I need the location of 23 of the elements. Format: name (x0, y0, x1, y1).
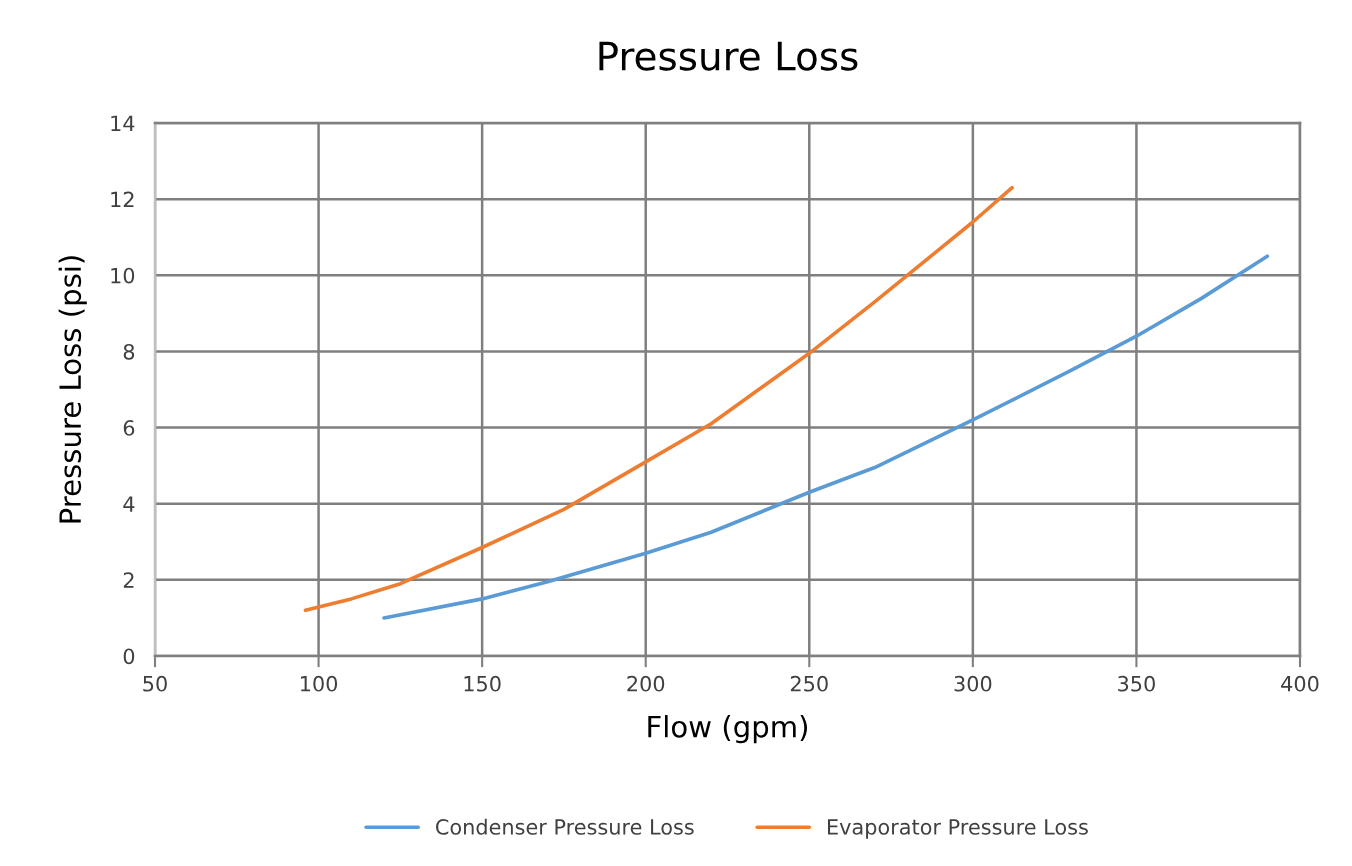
y-tick-label: 4 (123, 496, 135, 512)
line-series (382, 254, 1270, 620)
y-tick-label: 6 (123, 420, 135, 436)
y-tick-label: 0 (123, 648, 135, 665)
y-axis-title: Pressure Loss (psi) (58, 256, 87, 523)
x-tick-label: 300 (954, 675, 992, 692)
x-tick-label: 400 (1281, 675, 1319, 692)
x-tick-label: 100 (300, 675, 338, 692)
line-series (303, 185, 1014, 613)
x-tick-label: 350 (1118, 675, 1155, 692)
legend-label: Condenser Pressure Loss (436, 818, 694, 835)
x-tick-label: 250 (790, 675, 828, 692)
x-axis-title: Flow (gpm) (648, 715, 808, 744)
y-tick-label: 2 (123, 572, 134, 588)
x-tick-label: 200 (627, 675, 665, 692)
y-tick-label: 12 (111, 191, 134, 208)
chart-title: Pressure Loss (599, 41, 858, 71)
y-tick-label: 8 (123, 343, 135, 360)
legend-label: Evaporator Pressure Loss (828, 819, 1088, 839)
y-tick-label: 14 (111, 115, 135, 131)
x-tick-label: 150 (464, 675, 501, 692)
y-tick-label: 10 (111, 267, 135, 284)
x-tick-label: 50 (143, 675, 167, 692)
